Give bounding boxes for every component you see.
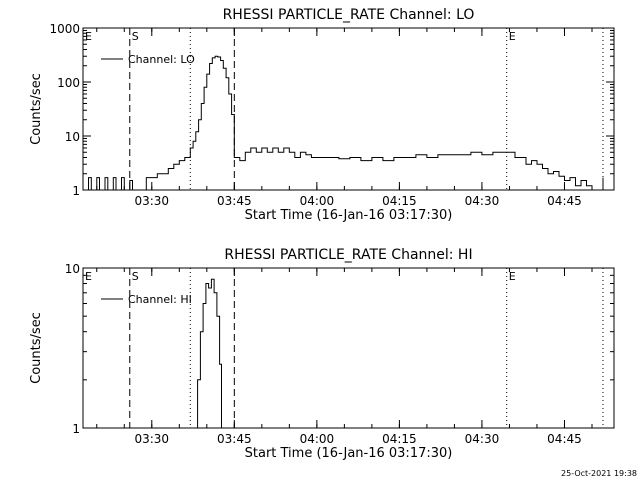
chart-panel-lo: RHESSI PARTICLE_RATE Channel: LO 03:30 03:…	[29, 7, 615, 223]
marker-label: E	[85, 30, 92, 43]
x-tick-label: 04:00	[300, 432, 335, 446]
chart-title: RHESSI PARTICLE_RATE Channel: HI	[224, 247, 472, 263]
series-line	[194, 278, 222, 429]
chart-title: RHESSI PARTICLE_RATE Channel: LO	[223, 7, 475, 23]
x-axis-label: Start Time (16-Jan-16 03:17:30)	[245, 446, 453, 461]
x-axis-label: Start Time (16-Jan-16 03:17:30)	[245, 208, 453, 223]
chart-panel-hi: RHESSI PARTICLE_RATE Channel: HI 03:30 03:…	[29, 247, 615, 461]
x-tick-label: 04:45	[547, 194, 582, 208]
marker-label: E	[85, 270, 92, 283]
marker-label: S	[132, 270, 139, 283]
plot-frame	[82, 267, 615, 429]
x-tick-label: 04:45	[547, 432, 582, 446]
marker-label: E	[509, 30, 516, 43]
y-tick-label: 10	[65, 262, 80, 276]
y-axis-label: Counts/sec	[29, 312, 44, 384]
y-tick-label: 1	[72, 184, 80, 198]
x-tick-label: 04:00	[300, 194, 335, 208]
timestamp: 25-Oct-2021 19:38	[561, 469, 637, 478]
x-tick-label: 04:15	[382, 432, 417, 446]
legend-label: Channel: HI	[128, 293, 192, 306]
x-tick-label: 04:15	[382, 194, 417, 208]
x-tick-label: 03:30	[134, 194, 169, 208]
legend-label: Channel: LO	[128, 53, 195, 66]
series-line	[83, 55, 604, 191]
y-tick-label: 1000	[49, 22, 80, 36]
y-tick-label: 1	[72, 422, 80, 436]
x-tick-label: 03:45	[217, 432, 252, 446]
x-tick-label: 04:30	[465, 432, 500, 446]
x-tick-label: 03:30	[134, 432, 169, 446]
x-tick-label: 04:30	[465, 194, 500, 208]
marker-label: E	[509, 270, 516, 283]
y-tick-label: 100	[57, 76, 80, 90]
y-tick-label: 10	[65, 130, 80, 144]
marker-label: S	[132, 30, 139, 43]
x-tick-label: 03:45	[217, 194, 252, 208]
y-axis-label: Counts/sec	[29, 73, 44, 145]
